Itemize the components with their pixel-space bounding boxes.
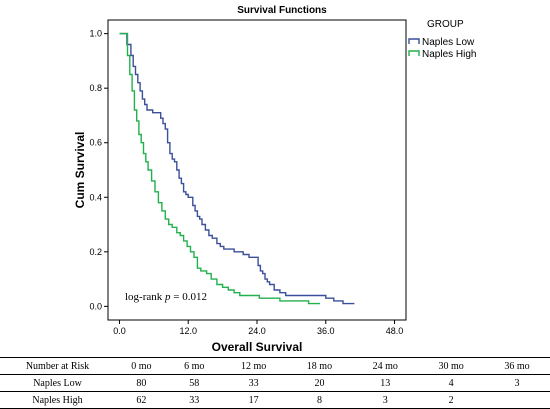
risk-cell: 20 (314, 377, 325, 389)
y-axis: 0.0 0.2 0.4 0.6 0.8 1.0 (89, 29, 108, 311)
legend-swatch (408, 50, 420, 56)
log-rank-p: p (164, 291, 171, 303)
risk-col-24: 24 mo (372, 360, 398, 372)
risk-cell: 2 (448, 394, 454, 406)
survival-chart: Survival Functions 0.0 12.0 24.0 36.0 48.0 0… (73, 5, 476, 354)
risk-cell: 33 (189, 394, 200, 406)
risk-col-6: 6 mo (184, 360, 205, 372)
risk-table-corner: Number at Risk (25, 360, 90, 372)
legend-swatch (408, 38, 420, 44)
risk-col-30: 30 mo (438, 360, 464, 372)
log-rank-value: = 0.012 (171, 291, 207, 303)
risk-cell: 8 (316, 394, 322, 406)
chart-title: Survival Functions (237, 5, 327, 16)
x-tick-label: 48.0 (386, 326, 404, 336)
y-axis-label: Cum Survival (73, 132, 87, 209)
risk-cell: 17 (248, 394, 259, 406)
risk-row-naples-high: Naples High 62 33 17 8 3 2 (0, 392, 550, 409)
x-tick-label: 36.0 (317, 326, 335, 336)
log-rank-annotation: log-rank p = 0.012 (125, 291, 207, 303)
risk-cell: 62 (136, 394, 147, 406)
x-axis: 0.0 12.0 24.0 36.0 48.0 (113, 320, 403, 336)
x-tick-label: 0.0 (113, 326, 126, 336)
log-rank-prefix: log-rank (125, 291, 165, 303)
x-axis-label: Overall Survival (212, 340, 303, 354)
y-tick-label: 0.0 (89, 301, 102, 311)
risk-col-36: 36 mo (504, 360, 530, 372)
risk-row-label: Naples High (32, 394, 83, 406)
risk-cell: 33 (248, 377, 259, 389)
y-tick-label: 1.0 (89, 29, 102, 39)
risk-cell (484, 392, 550, 409)
legend-label: Naples Low (422, 37, 475, 48)
series-line-naples-low (119, 32, 355, 305)
risk-row-naples-low: Naples Low 80 58 33 20 13 4 3 (0, 375, 550, 392)
risk-cell: 3 (382, 394, 388, 406)
x-tick-label: 12.0 (179, 326, 197, 336)
risk-cell: 3 (514, 377, 520, 389)
number-at-risk-table: Number at Risk 0 mo 6 mo 12 mo 18 mo 24 … (0, 357, 550, 409)
risk-col-0: 0 mo (131, 360, 152, 372)
risk-table-header-row: Number at Risk 0 mo 6 mo 12 mo 18 mo 24 … (0, 357, 550, 375)
y-tick-label: 0.6 (89, 138, 102, 148)
y-tick-label: 0.2 (89, 247, 102, 257)
series-layer (119, 32, 355, 305)
risk-cell: 58 (189, 377, 200, 389)
series-line-naples-high (119, 32, 320, 305)
risk-cell: 80 (136, 377, 147, 389)
risk-cell: 13 (380, 377, 391, 389)
risk-col-12: 12 mo (240, 360, 267, 372)
y-tick-label: 0.8 (89, 83, 102, 93)
risk-cell: 4 (448, 377, 454, 389)
y-tick-label: 0.4 (89, 192, 102, 202)
legend-label: Naples High (422, 49, 476, 60)
plot-area-frame (107, 19, 407, 321)
risk-col-18: 18 mo (306, 360, 333, 372)
legend-title: GROUP (427, 19, 464, 30)
risk-row-label: Naples Low (33, 377, 82, 389)
x-tick-label: 24.0 (248, 326, 266, 336)
